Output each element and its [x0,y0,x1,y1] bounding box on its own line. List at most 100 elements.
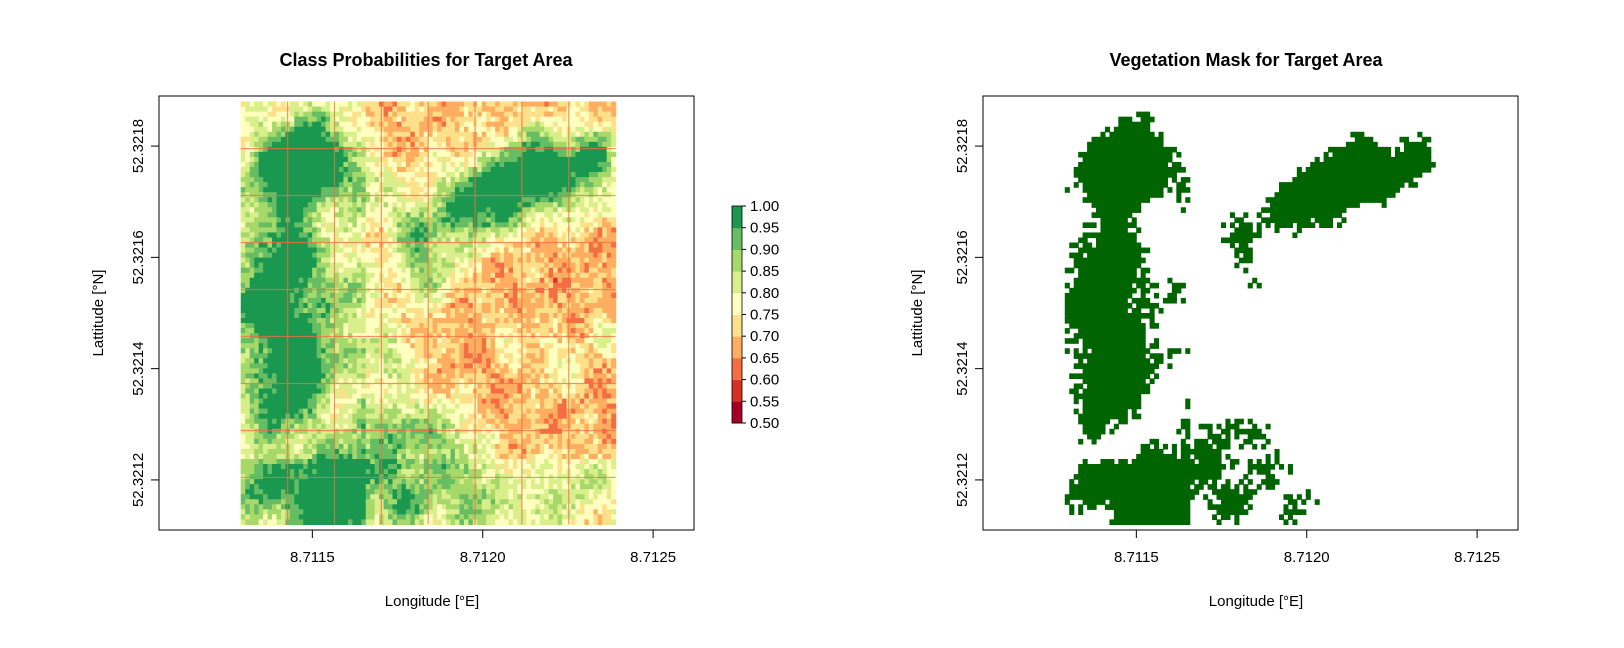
raster-cell [428,131,434,138]
raster-cell [280,121,286,128]
raster-cell [446,353,452,359]
raster-cell [579,257,585,264]
raster-cell [450,252,456,259]
raster-cell [526,146,532,153]
raster-cell [307,126,313,133]
raster-cell [392,353,398,359]
raster-cell [571,353,577,359]
raster-cell [441,257,447,264]
raster-cell [441,272,447,279]
raster-cell [307,141,313,148]
raster-cell [330,141,336,148]
raster-cell [428,217,434,223]
raster-cell [477,141,483,148]
raster-cell [325,292,331,299]
raster-cell [575,227,581,234]
raster-cell [258,156,264,163]
raster-cell [526,151,532,158]
raster-cell [388,398,394,405]
raster-cell [419,111,425,118]
raster-cell [423,348,429,354]
raster-cell [338,126,345,133]
raster-cell [428,141,434,148]
raster-cell [352,363,358,369]
raster-cell [571,222,577,229]
raster-cell [298,272,304,279]
raster-cell [463,307,469,314]
raster-cell [423,111,429,118]
raster-cell [477,323,483,329]
raster-cell [294,373,300,380]
raster-cell [419,257,425,264]
raster-cell [267,378,273,385]
raster-cell [579,388,585,395]
raster-cell [338,111,345,118]
raster-cell [361,202,367,208]
raster-cell [240,277,246,284]
raster-cell [423,141,429,148]
raster-cell [352,257,358,264]
raster-cell [392,368,398,375]
raster-cell [289,398,295,405]
raster-cell [521,222,527,229]
raster-cell [414,383,420,390]
raster-cell [361,177,367,183]
raster-cell [365,227,371,234]
raster-cell [468,177,474,183]
raster-cell [334,106,340,113]
raster-cell [294,217,300,223]
raster-cell [557,126,563,133]
raster-cell [530,116,536,123]
raster-cell [495,348,501,354]
raster-cell [579,126,585,133]
raster-cell [517,272,523,279]
raster-cell [330,151,336,158]
raster-cell [517,353,523,359]
raster-cell [544,182,550,188]
raster-cell [272,151,278,158]
raster-cell [441,146,447,153]
raster-cell [325,131,331,138]
raster-cell [446,172,452,178]
raster-cell [388,272,394,279]
raster-cell [410,217,416,223]
raster-cell [553,302,559,309]
raster-cell [575,272,581,279]
raster-cell [419,146,425,153]
raster-cell [263,177,269,183]
raster-cell [294,262,300,269]
raster-cell [325,282,331,289]
raster-cell [593,318,599,324]
raster-cell [588,383,594,390]
raster-cell [240,262,246,269]
raster-cell [343,378,349,385]
raster-cell [401,373,407,380]
raster-cell [294,136,300,143]
raster-cell [593,338,599,344]
raster-cell [504,373,510,380]
raster-cell [361,383,367,390]
raster-cell [611,348,617,354]
raster-cell [606,383,612,390]
raster-cell [249,338,255,344]
raster-cell [463,202,469,208]
raster-cell [535,177,541,183]
raster-cell [535,313,541,319]
raster-cell [504,141,510,148]
raster-cell [245,388,251,395]
raster-cell [276,227,282,234]
raster-cell [254,363,260,369]
raster-cell [370,116,376,123]
raster-cell [428,272,434,279]
raster-cell [383,297,389,304]
raster-cell [553,146,559,153]
raster-cell [396,383,403,390]
raster-cell [441,262,447,269]
raster-cell [486,177,492,183]
raster-cell [571,328,577,334]
raster-cell [521,313,527,319]
raster-cell [240,101,246,108]
raster-cell [423,116,429,123]
raster-cell [521,383,527,390]
raster-cell [405,282,411,289]
